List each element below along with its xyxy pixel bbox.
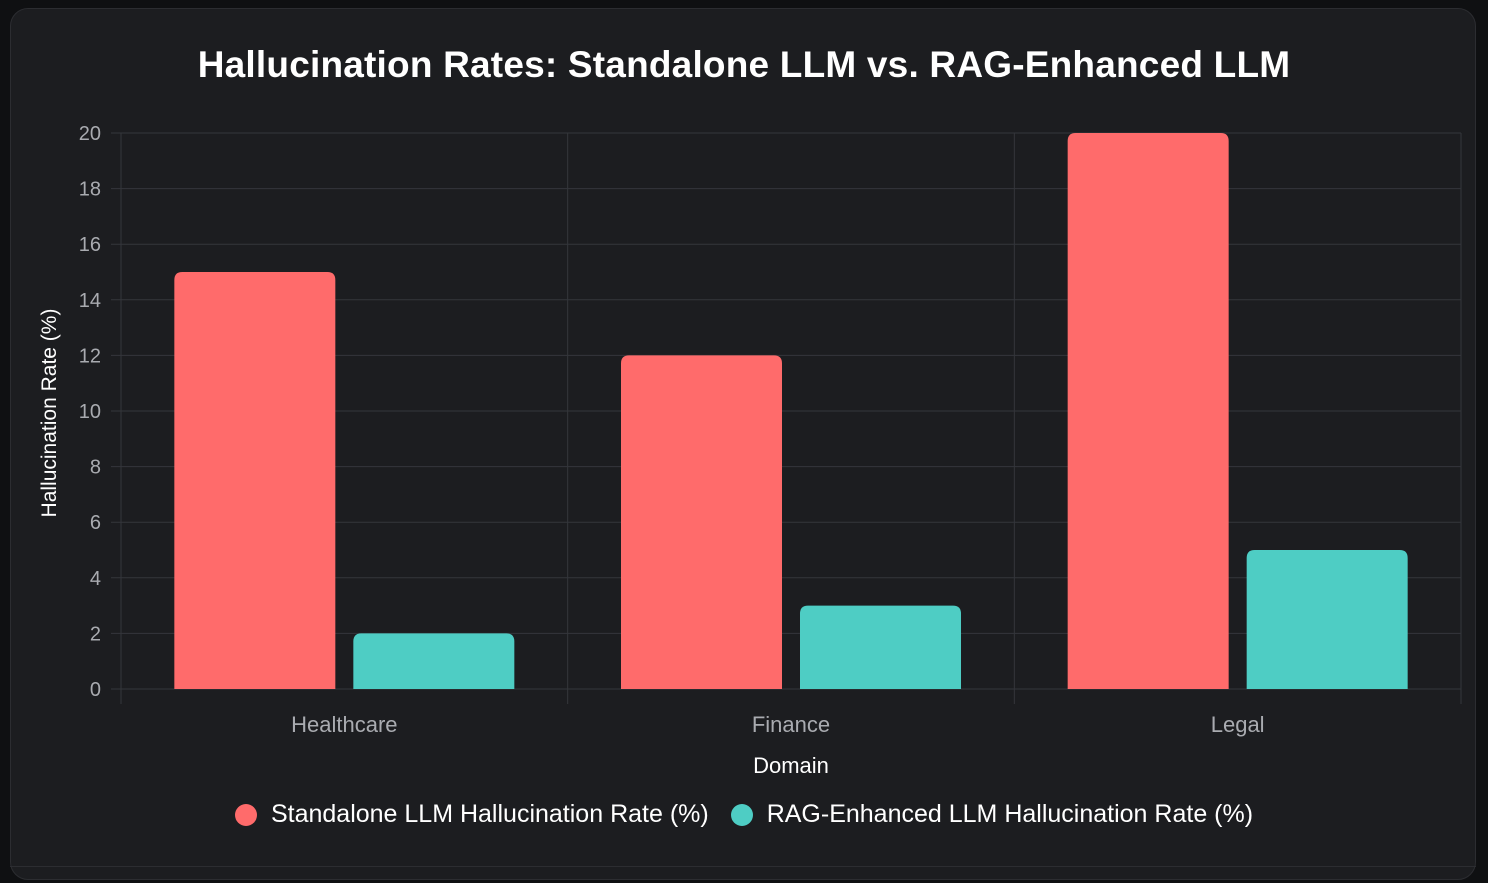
y-tick-label: 16: [79, 234, 101, 256]
bar-standalone-legal: [1067, 133, 1229, 689]
x-axis-label: Domain: [753, 753, 829, 778]
y-tick-label: 18: [79, 179, 101, 201]
bar-rag-legal: [1246, 550, 1408, 689]
y-tick-label: 14: [79, 290, 101, 312]
x-tick-label: Healthcare: [291, 712, 397, 737]
y-tick-label: 10: [79, 401, 101, 423]
bar-standalone-healthcare: [174, 272, 336, 689]
y-tick-label: 20: [79, 123, 101, 145]
legend-swatch-rag: [730, 803, 753, 826]
bar-standalone-finance: [621, 355, 782, 689]
chart-title: Hallucination Rates: Standalone LLM vs. …: [197, 44, 1291, 85]
y-tick-label: 8: [90, 457, 101, 479]
legend-swatch-standalone: [234, 803, 257, 826]
legend-label-standalone: Standalone LLM Hallucination Rate (%): [270, 800, 709, 828]
x-tick-label: Finance: [752, 712, 830, 737]
y-tick-label: 2: [90, 623, 101, 645]
y-tick-label: 4: [90, 568, 101, 590]
bar-rag-healthcare: [353, 633, 515, 689]
y-tick-label: 0: [90, 679, 101, 701]
x-tick-label: Legal: [1211, 712, 1265, 737]
y-tick-label: 6: [90, 512, 101, 534]
y-tick-label: 12: [79, 345, 101, 367]
y-axis-label: Hallucination Rate (%): [38, 309, 61, 518]
legend-item-rag[interactable]: RAG-Enhanced LLM Hallucination Rate (%): [730, 800, 1254, 829]
chart-legend: Standalone LLM Hallucination Rate (%) RA…: [0, 800, 1488, 829]
card-divider: [10, 866, 1476, 867]
legend-label-rag: RAG-Enhanced LLM Hallucination Rate (%): [766, 800, 1254, 828]
legend-item-standalone[interactable]: Standalone LLM Hallucination Rate (%): [234, 800, 709, 829]
bar-rag-finance: [800, 605, 961, 689]
